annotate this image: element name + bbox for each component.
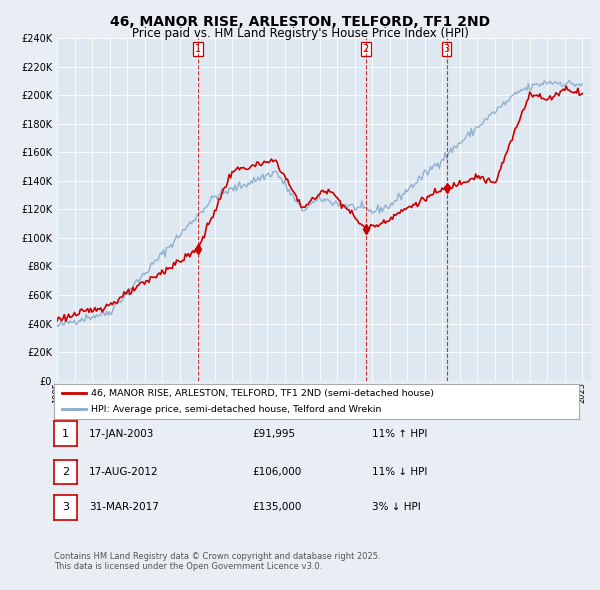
Text: £135,000: £135,000	[252, 503, 301, 512]
Text: 3: 3	[443, 44, 449, 54]
Text: 11% ↑ HPI: 11% ↑ HPI	[372, 429, 427, 438]
Text: 1: 1	[195, 44, 201, 54]
Text: 11% ↓ HPI: 11% ↓ HPI	[372, 467, 427, 477]
Text: HPI: Average price, semi-detached house, Telford and Wrekin: HPI: Average price, semi-detached house,…	[91, 405, 381, 414]
Text: £91,995: £91,995	[252, 429, 295, 438]
Text: 1: 1	[62, 429, 69, 438]
Text: 2: 2	[62, 467, 69, 477]
Text: Price paid vs. HM Land Registry's House Price Index (HPI): Price paid vs. HM Land Registry's House …	[131, 27, 469, 40]
Text: 46, MANOR RISE, ARLESTON, TELFORD, TF1 2ND: 46, MANOR RISE, ARLESTON, TELFORD, TF1 2…	[110, 15, 490, 29]
Text: 3: 3	[62, 503, 69, 512]
Text: 3% ↓ HPI: 3% ↓ HPI	[372, 503, 421, 512]
Text: 46, MANOR RISE, ARLESTON, TELFORD, TF1 2ND (semi-detached house): 46, MANOR RISE, ARLESTON, TELFORD, TF1 2…	[91, 389, 434, 398]
Text: 2: 2	[362, 44, 369, 54]
Text: £106,000: £106,000	[252, 467, 301, 477]
Text: 17-AUG-2012: 17-AUG-2012	[89, 467, 158, 477]
Text: 17-JAN-2003: 17-JAN-2003	[89, 429, 154, 438]
Text: 31-MAR-2017: 31-MAR-2017	[89, 503, 158, 512]
Text: Contains HM Land Registry data © Crown copyright and database right 2025.
This d: Contains HM Land Registry data © Crown c…	[54, 552, 380, 571]
